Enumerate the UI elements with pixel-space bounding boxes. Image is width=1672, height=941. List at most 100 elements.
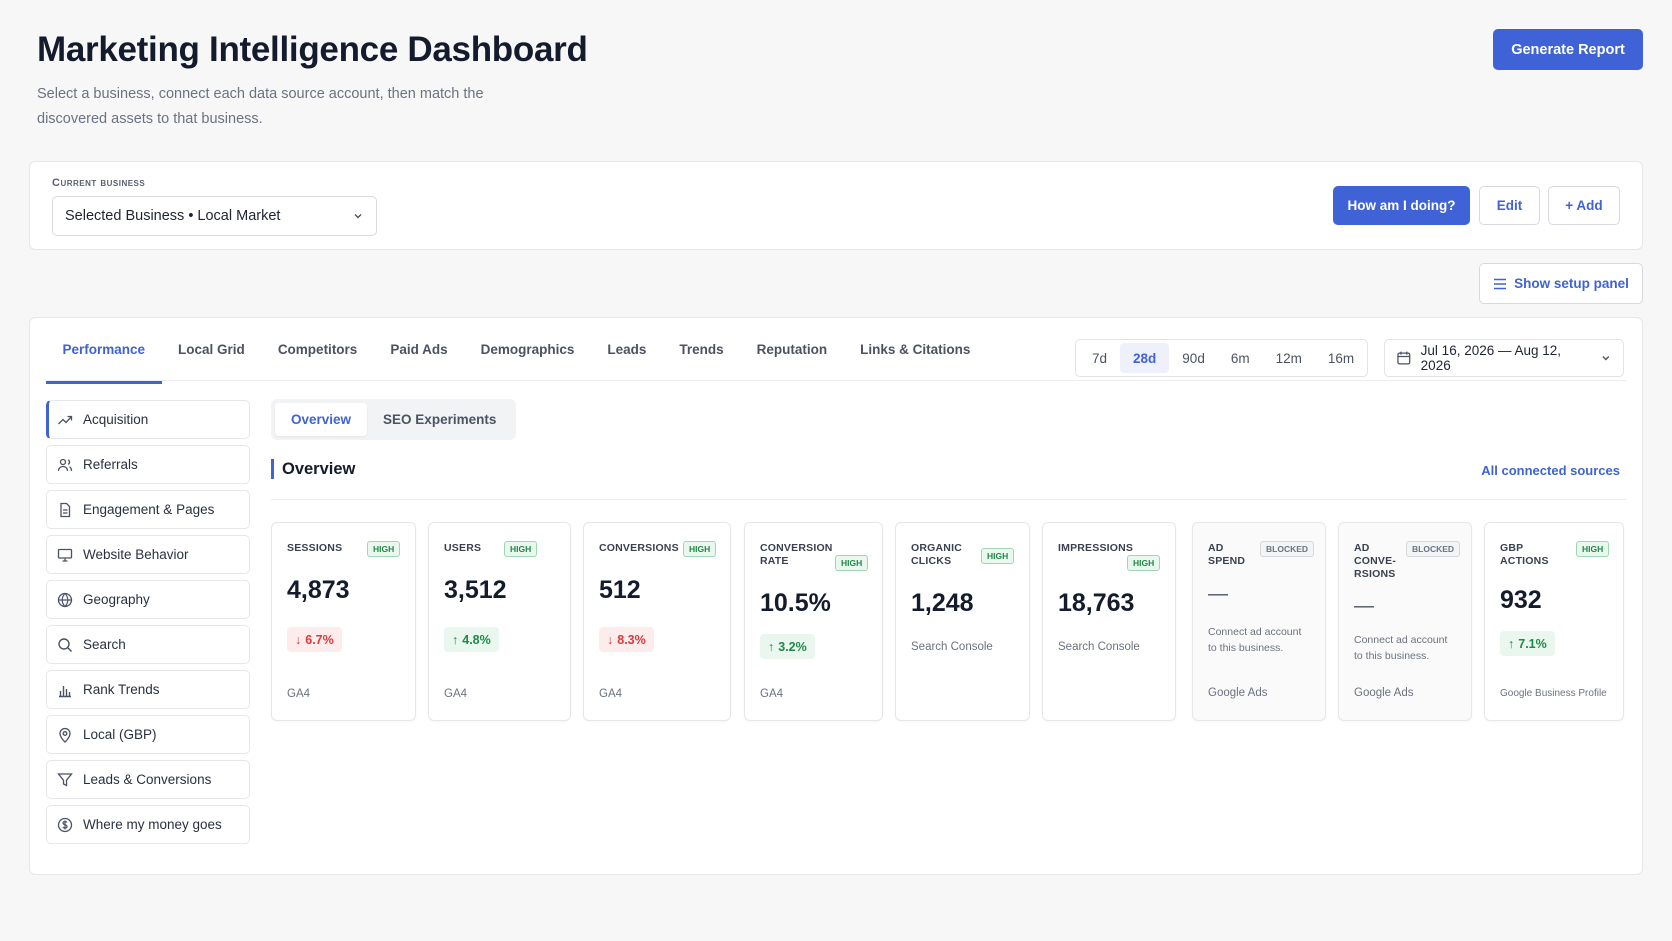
metric-label: CONVERSIONS	[599, 542, 679, 554]
date-range-value: Jul 16, 2026 — Aug 12, 2026	[1420, 343, 1562, 373]
tab-trends[interactable]: Trends	[679, 341, 724, 357]
business-select-value: Selected Business • Local Market	[65, 208, 281, 224]
metric-delta-value: 7.1%	[1518, 636, 1547, 651]
metric-card-users[interactable]: USERS HIGH 3,512 ↑ 4.8% GA4	[428, 522, 571, 721]
sidebar-item-label: Engagement & Pages	[83, 502, 215, 517]
tab-demographics[interactable]: Demographics	[480, 341, 575, 357]
subtab-overview[interactable]: Overview	[275, 403, 368, 436]
sidebar-item-label: Leads & Conversions	[83, 772, 212, 787]
range-7d[interactable]: 7d	[1092, 350, 1108, 366]
metric-delta-value: 6.7%	[305, 632, 334, 647]
page-title: Marketing Intelligence Dashboard	[37, 30, 588, 69]
metric-source: Search Console	[911, 641, 993, 653]
metric-note: Connect ad account to this business.	[1354, 634, 1448, 662]
filter-icon	[57, 772, 73, 787]
date-range-picker[interactable]: Jul 16, 2026 — Aug 12, 2026	[1384, 339, 1624, 377]
file-icon	[60, 502, 71, 517]
menu-icon	[1494, 278, 1507, 289]
metric-label: IMPRESSIONS	[1058, 542, 1134, 554]
sidebar-item-label: Local (GBP)	[83, 727, 157, 742]
bar-chart-icon	[59, 685, 71, 697]
sidebar-item-local-gbp[interactable]: Local (GBP)	[46, 715, 250, 754]
range-16m[interactable]: 16m	[1327, 350, 1355, 366]
chevron-down-icon	[1602, 356, 1610, 361]
metric-label: CONVERSION RATE	[760, 542, 833, 567]
sidebar-item-label: Website Behavior	[83, 547, 189, 562]
sidebar-item-engagement-pages[interactable]: Engagement & Pages	[46, 490, 250, 529]
metric-card-organic-clicks[interactable]: ORGANIC CLICKS HIGH 1,248 Search Console	[895, 522, 1030, 721]
metric-delta-value: 8.3%	[617, 632, 646, 647]
range-12m[interactable]: 12m	[1275, 350, 1302, 366]
metric-delta-value: 3.2%	[778, 639, 807, 654]
metric-label: AD CONVE-RSIONS	[1354, 542, 1397, 580]
show-setup-panel-button[interactable]: Show setup panel	[1479, 263, 1643, 304]
metric-source: GA4	[444, 688, 468, 700]
page-subtitle: Select a business, connect each data sou…	[37, 86, 484, 127]
arrow-up-icon: ↑	[452, 632, 459, 647]
metric-source: GA4	[599, 688, 623, 700]
chevron-down-icon	[354, 214, 362, 219]
metric-card-ad-spend[interactable]: AD SPEND BLOCKED — Connect ad account to…	[1192, 522, 1326, 721]
confidence-badge: HIGH	[1576, 541, 1610, 557]
generate-report-button[interactable]: Generate Report	[1493, 29, 1643, 70]
metric-delta: ↑ 7.1%	[1500, 631, 1555, 656]
sidebar-item-leads-conversions[interactable]: Leads & Conversions	[46, 760, 250, 799]
sidebar-item-acquisition[interactable]: Acquisition	[46, 400, 250, 439]
metric-label: ORGANIC CLICKS	[911, 542, 962, 567]
sidebar-item-label: Where my money goes	[83, 817, 222, 832]
sidebar-item-label: Rank Trends	[83, 682, 160, 697]
metric-value: 10.5%	[760, 589, 831, 617]
tab-performance[interactable]: Performance	[46, 318, 162, 384]
tab-competitors[interactable]: Competitors	[277, 341, 358, 357]
tabs-divider	[46, 380, 1626, 381]
edit-business-button[interactable]: Edit	[1479, 186, 1540, 225]
sidebar-item-website-behavior[interactable]: Website Behavior	[46, 535, 250, 574]
calendar-icon	[1397, 351, 1411, 365]
metric-card-conversion-rate[interactable]: CONVERSION RATE HIGH 10.5% ↑ 3.2% GA4	[744, 522, 883, 721]
confidence-badge: HIGH	[1127, 555, 1161, 571]
add-business-button[interactable]: + Add	[1548, 186, 1620, 225]
metric-source: Google Ads	[1208, 687, 1268, 699]
range-28d[interactable]: 28d	[1120, 343, 1170, 373]
metric-source: Google Business Profile	[1500, 688, 1607, 699]
sidebar-item-where-my-money-goes[interactable]: Where my money goes	[46, 805, 250, 844]
metric-source: GA4	[287, 688, 311, 700]
current-business-label: Current business	[52, 177, 146, 189]
all-connected-sources-link[interactable]: All connected sources	[1481, 463, 1620, 478]
metric-label: USERS	[444, 542, 482, 554]
metric-card-ad-conversions[interactable]: AD CONVE-RSIONS BLOCKED — Connect ad acc…	[1338, 522, 1472, 721]
sidebar-item-geography[interactable]: Geography	[46, 580, 250, 619]
metric-card-sessions[interactable]: SESSIONS HIGH 4,873 ↓ 6.7% GA4	[271, 522, 416, 721]
metric-card-conversions[interactable]: CONVERSIONS HIGH 512 ↓ 8.3% GA4	[583, 522, 731, 721]
sidebar-item-label: Geography	[83, 592, 150, 607]
sidebar-item-rank-trends[interactable]: Rank Trends	[46, 670, 250, 709]
confidence-badge: HIGH	[981, 548, 1015, 564]
metric-card-impressions[interactable]: IMPRESSIONS HIGH 18,763 Search Console	[1042, 522, 1176, 721]
metric-value: 3,512	[444, 576, 507, 604]
confidence-badge: HIGH	[504, 541, 538, 557]
trending-up-icon	[58, 415, 73, 424]
time-range-selector: 7d 28d 90d 6m 12m 16m	[1075, 339, 1368, 377]
globe-icon	[57, 592, 73, 607]
metric-delta-value: 4.8%	[462, 632, 491, 647]
tab-paid-ads[interactable]: Paid Ads	[390, 341, 448, 357]
subtab-seo-experiments[interactable]: SEO Experiments	[383, 412, 497, 427]
sidebar-item-referrals[interactable]: Referrals	[46, 445, 250, 484]
metric-source: Google Ads	[1354, 687, 1414, 699]
range-90d[interactable]: 90d	[1182, 350, 1205, 366]
main-tabs: Performance Local Grid Competitors Paid …	[46, 318, 987, 384]
metric-value: 1,248	[911, 589, 974, 617]
tab-reputation[interactable]: Reputation	[756, 341, 828, 357]
business-select[interactable]: Selected Business • Local Market	[52, 196, 377, 236]
sidebar-item-search[interactable]: Search	[46, 625, 250, 664]
tab-local-grid[interactable]: Local Grid	[178, 341, 245, 357]
tab-links-citations[interactable]: Links & Citations	[860, 341, 971, 357]
sidebar-item-label: Search	[83, 637, 126, 652]
sidebar: Acquisition Referrals Engagement & Pages…	[46, 400, 250, 850]
tab-leads[interactable]: Leads	[607, 341, 647, 357]
range-6m[interactable]: 6m	[1230, 350, 1250, 366]
how-am-i-doing-button[interactable]: How am I doing?	[1333, 186, 1470, 225]
metric-label: AD SPEND	[1208, 542, 1246, 567]
metric-card-gbp-actions[interactable]: GBP ACTIONS HIGH 932 ↑ 7.1% Google Busine…	[1484, 522, 1624, 721]
metric-delta: ↑ 4.8%	[444, 627, 499, 652]
